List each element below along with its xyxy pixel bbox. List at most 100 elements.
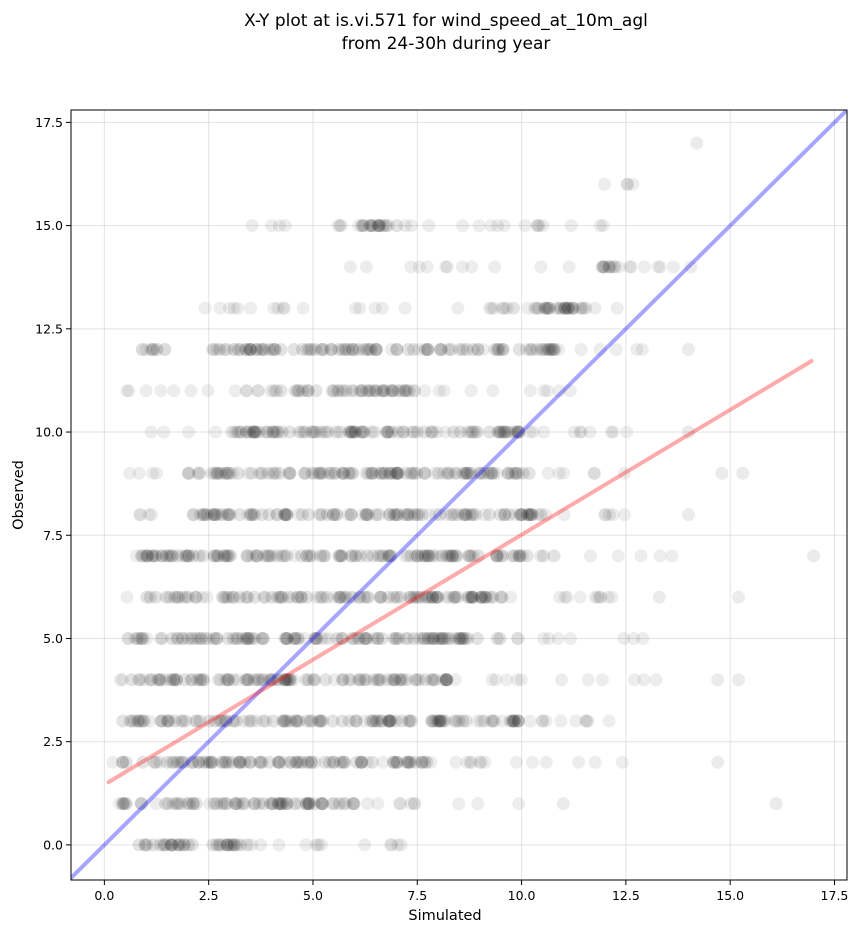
scatter-point <box>314 466 328 480</box>
scatter-point <box>172 590 186 604</box>
scatter-point <box>199 755 213 769</box>
scatter-point <box>282 590 296 604</box>
scatter-point <box>506 549 519 563</box>
scatter-point <box>435 632 449 645</box>
scatter-point <box>237 714 250 728</box>
scatter-point <box>409 590 423 604</box>
scatter-point <box>285 590 299 604</box>
scatter-point <box>346 590 360 604</box>
regression-line <box>106 359 814 785</box>
scatter-point <box>331 219 345 233</box>
scatter-point <box>173 838 187 852</box>
scatter-point <box>353 673 367 687</box>
grid <box>71 110 847 880</box>
scatter-point <box>432 384 446 398</box>
scatter-point <box>318 755 332 769</box>
scatter-point <box>382 714 396 728</box>
scatter-point <box>252 673 266 687</box>
scatter-point <box>541 466 555 480</box>
scatter-point <box>145 673 159 687</box>
scatter-point <box>177 755 191 769</box>
scatter-point <box>257 673 271 687</box>
scatter-point <box>135 343 149 356</box>
scatter-point <box>150 343 164 356</box>
scatter-point <box>353 590 367 604</box>
scatter-point <box>385 673 399 687</box>
scatter-point <box>193 714 207 728</box>
scatter-point <box>624 260 638 274</box>
scatter-point <box>326 797 340 811</box>
scatter-point <box>425 632 439 645</box>
scatter-point <box>212 549 225 563</box>
scatter-point <box>324 466 338 480</box>
scatter-point <box>229 797 243 811</box>
scatter-point <box>414 590 428 604</box>
scatter-point <box>486 384 500 398</box>
scatter-point <box>238 797 251 811</box>
scatter-point <box>412 673 426 687</box>
scatter-point <box>243 755 257 769</box>
scatter-point <box>432 714 446 728</box>
scatter-point <box>205 466 219 480</box>
scatter-point <box>572 755 586 769</box>
scatter-point <box>421 343 435 356</box>
scatter-point <box>143 673 157 687</box>
scatter-point <box>530 343 544 356</box>
scatter-point <box>469 425 483 439</box>
scatter-point <box>484 466 498 480</box>
scatter-point <box>465 755 478 769</box>
scatter-point <box>574 343 588 356</box>
scatter-point <box>456 632 470 645</box>
scatter-point <box>135 797 148 811</box>
scatter-point <box>170 673 183 687</box>
scatter-point <box>407 590 421 604</box>
scatter-point <box>320 590 334 604</box>
scatter-point <box>769 797 783 811</box>
scatter-point <box>253 466 267 480</box>
scatter-point <box>498 425 512 439</box>
scatter-point <box>189 590 203 604</box>
scatter-point <box>146 343 160 356</box>
scatter-point <box>488 343 502 356</box>
scatter-point <box>208 549 221 563</box>
scatter-point <box>360 590 374 604</box>
scatter-point <box>279 673 293 687</box>
scatter-point <box>456 466 470 480</box>
scatter-point <box>277 673 291 687</box>
scatter-point <box>351 673 365 687</box>
scatter-point <box>523 714 537 728</box>
scatter-point <box>349 714 363 728</box>
scatter-point <box>409 673 423 687</box>
scatter-point <box>404 425 418 439</box>
scatter-point <box>146 343 160 356</box>
scatter-point <box>305 755 319 769</box>
scatter-point <box>247 797 261 811</box>
scatter-point <box>441 343 455 356</box>
scatter-point <box>171 632 185 645</box>
scatter-point <box>374 549 388 563</box>
scatter-point <box>130 632 144 645</box>
scatter-point <box>363 219 377 233</box>
scatter-point <box>122 384 136 398</box>
scatter-point <box>296 425 310 439</box>
scatter-point <box>501 425 515 439</box>
scatter-point <box>536 714 550 728</box>
scatter-point <box>573 301 587 315</box>
scatter-point <box>684 260 698 274</box>
scatter-point <box>296 755 309 769</box>
y-tick-label: 0.0 <box>43 837 63 852</box>
scatter-point <box>150 466 164 480</box>
scatter-point <box>436 632 450 645</box>
scatter-point <box>398 549 412 563</box>
scatter-point <box>401 343 415 356</box>
scatter-point <box>313 590 327 604</box>
scatter-point <box>137 549 151 563</box>
scatter-point <box>297 466 311 480</box>
scatter-point <box>255 508 269 522</box>
scatter-point <box>205 508 219 522</box>
scatter-point <box>385 838 398 852</box>
scatter-point <box>416 632 430 645</box>
scatter-point <box>373 590 387 604</box>
scatter-point <box>412 508 426 522</box>
scatter-point <box>335 714 349 728</box>
